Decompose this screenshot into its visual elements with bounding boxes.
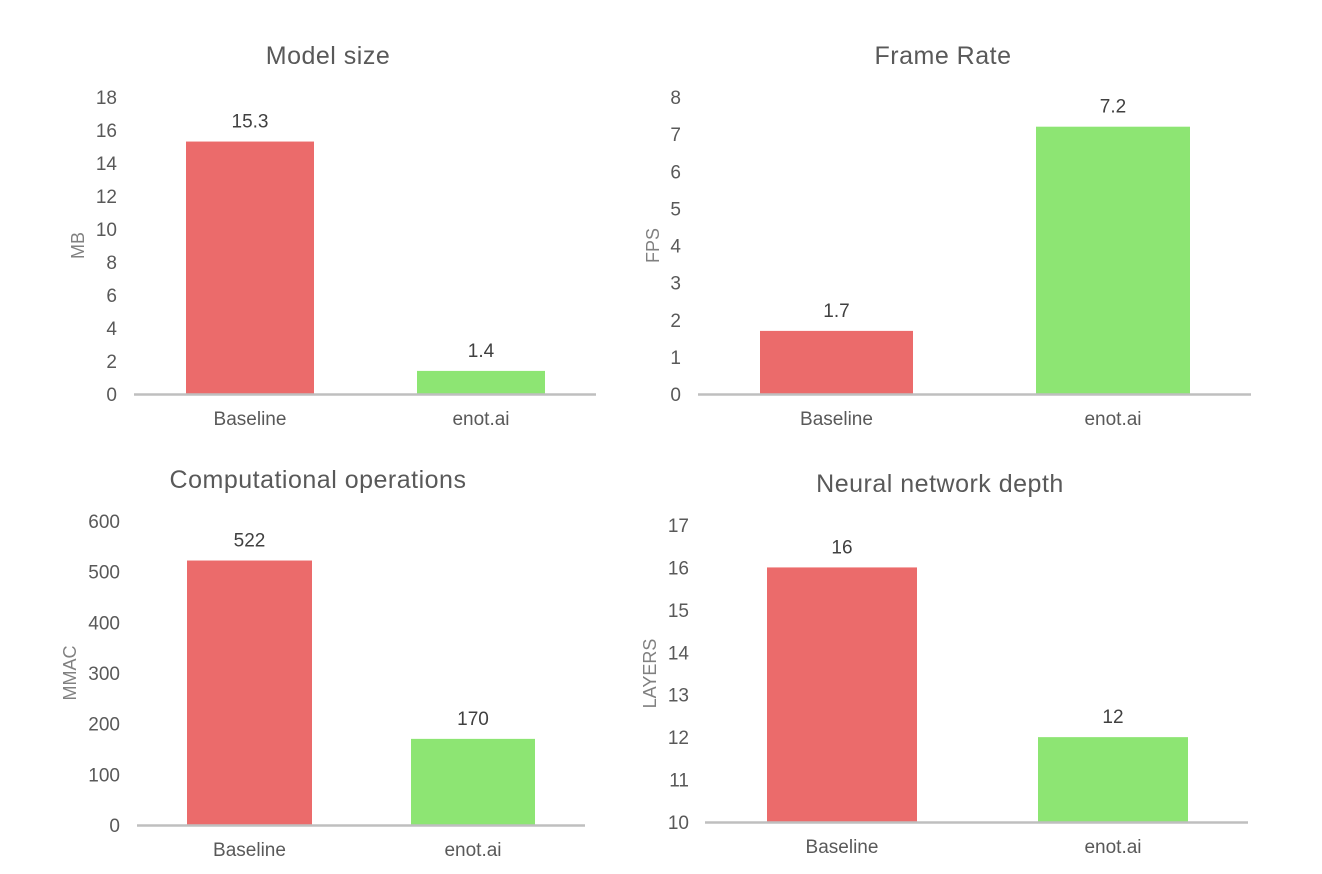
y-tick-label: 7 bbox=[670, 125, 681, 146]
y-tick-label: 4 bbox=[670, 237, 681, 258]
category-label: enot.ai bbox=[1084, 409, 1141, 430]
y-tick-label: 10 bbox=[96, 220, 117, 241]
chart-title: Frame Rate bbox=[875, 42, 1012, 70]
chart-title: Model size bbox=[266, 42, 391, 70]
y-tick-label: 14 bbox=[96, 154, 118, 175]
y-tick-label: 1 bbox=[670, 348, 681, 369]
y-tick-label: 4 bbox=[106, 319, 117, 340]
y-tick-label: 14 bbox=[668, 643, 690, 664]
data-label: 15.3 bbox=[232, 112, 269, 133]
y-tick-label: 6 bbox=[106, 286, 117, 307]
chart-title: Neural network depth bbox=[816, 470, 1064, 498]
bar-enot-ai bbox=[411, 738, 535, 825]
y-tick-label: 3 bbox=[670, 274, 681, 295]
category-label: Baseline bbox=[214, 409, 287, 430]
y-tick-label: 300 bbox=[88, 664, 120, 685]
y-tick-label: 0 bbox=[109, 816, 120, 837]
y-tick-label: 200 bbox=[88, 715, 120, 736]
y-tick-label: 10 bbox=[668, 813, 689, 834]
y-tick-label: 0 bbox=[670, 385, 681, 406]
category-label: Baseline bbox=[800, 409, 873, 430]
y-tick-label: 5 bbox=[670, 199, 681, 220]
y-axis-label: MMAC bbox=[60, 646, 80, 701]
y-tick-label: 500 bbox=[88, 563, 120, 584]
y-tick-label: 18 bbox=[96, 88, 117, 109]
y-tick-label: 400 bbox=[88, 613, 120, 634]
y-tick-label: 15 bbox=[668, 601, 689, 622]
data-label: 12 bbox=[1102, 707, 1123, 728]
bar-baseline bbox=[760, 330, 913, 394]
category-label: Baseline bbox=[213, 840, 286, 861]
y-tick-label: 2 bbox=[106, 352, 117, 373]
bar-enot-ai bbox=[1038, 737, 1188, 822]
bar-baseline bbox=[187, 560, 312, 825]
category-label: Baseline bbox=[806, 837, 879, 858]
y-tick-label: 6 bbox=[670, 162, 681, 183]
y-tick-label: 0 bbox=[106, 385, 117, 406]
data-label: 170 bbox=[457, 709, 489, 730]
y-tick-label: 12 bbox=[96, 187, 117, 208]
y-tick-label: 8 bbox=[670, 88, 681, 109]
data-label: 1.4 bbox=[468, 341, 495, 362]
bar-enot-ai bbox=[1036, 126, 1190, 394]
y-tick-label: 11 bbox=[669, 771, 689, 792]
category-label: enot.ai bbox=[452, 409, 509, 430]
y-tick-label: 600 bbox=[88, 512, 120, 533]
category-label: enot.ai bbox=[444, 840, 501, 861]
data-label: 1.7 bbox=[823, 301, 849, 322]
bar-baseline bbox=[186, 141, 314, 394]
chart-title: Computational operations bbox=[170, 466, 467, 494]
data-label: 16 bbox=[831, 537, 852, 558]
y-tick-label: 100 bbox=[88, 765, 120, 786]
category-label: enot.ai bbox=[1084, 837, 1141, 858]
y-axis-label: MB bbox=[68, 232, 88, 259]
y-tick-label: 12 bbox=[668, 728, 689, 749]
data-label: 7.2 bbox=[1100, 97, 1126, 118]
y-tick-label: 16 bbox=[668, 558, 689, 579]
y-axis-label: LAYERS bbox=[640, 639, 660, 709]
y-tick-label: 13 bbox=[668, 686, 689, 707]
data-label: 522 bbox=[234, 531, 266, 552]
y-tick-label: 2 bbox=[670, 311, 681, 332]
y-tick-label: 17 bbox=[668, 516, 689, 537]
bar-baseline bbox=[767, 567, 917, 822]
y-tick-label: 8 bbox=[106, 253, 117, 274]
y-tick-label: 16 bbox=[96, 121, 117, 142]
y-axis-label: FPS bbox=[643, 228, 663, 263]
bar-enot-ai bbox=[417, 370, 545, 394]
